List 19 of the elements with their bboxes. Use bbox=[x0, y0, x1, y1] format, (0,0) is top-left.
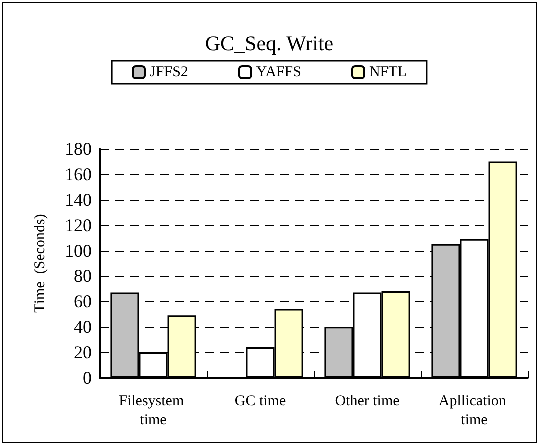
x-tick-label: Apllication time bbox=[438, 394, 510, 428]
y-tick-label: 80 bbox=[74, 266, 92, 286]
legend-label: YAFFS bbox=[256, 64, 302, 80]
chart-title: GC_Seq. Write bbox=[205, 32, 334, 56]
y-tick-label: 140 bbox=[65, 190, 92, 210]
legend-label: JFFS2 bbox=[150, 64, 188, 80]
y-tick-label: 180 bbox=[65, 139, 92, 159]
x-tick-label: Filesystem time bbox=[119, 394, 188, 428]
y-axis-title: Time (Seconds) bbox=[32, 214, 48, 313]
legend-label: NFTL bbox=[369, 64, 407, 80]
y-tick-label: 40 bbox=[74, 317, 92, 338]
y-tick-label: 20 bbox=[74, 342, 92, 363]
y-tick-label: 100 bbox=[65, 240, 92, 261]
y-tick-label: 120 bbox=[65, 215, 92, 236]
y-tick-label: 60 bbox=[74, 292, 92, 312]
x-tick-label: GC time bbox=[234, 394, 286, 410]
y-tick-label: 160 bbox=[65, 164, 92, 184]
x-tick-label: Other time bbox=[335, 394, 400, 410]
y-tick-label: 0 bbox=[83, 368, 92, 388]
